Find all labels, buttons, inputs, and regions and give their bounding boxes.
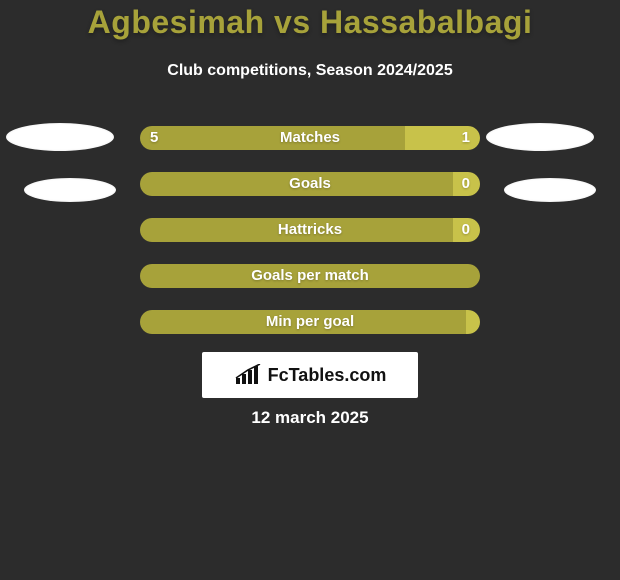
stat-row: Matches51 [140, 126, 480, 150]
stat-row: Goals per match [140, 264, 480, 288]
stat-bar-left [140, 310, 466, 334]
stats-bars: Matches51Goals0Hattricks0Goals per match… [140, 126, 480, 356]
stat-bar-left [140, 264, 480, 288]
right-avatar-ellipse [504, 178, 596, 202]
page-title: Agbesimah vs Hassabalbagi [0, 4, 620, 41]
stat-value-right: 0 [462, 172, 470, 196]
stat-row: Goals0 [140, 172, 480, 196]
stat-value-left: 5 [150, 126, 158, 150]
stat-bar-right [466, 310, 480, 334]
left-avatar-ellipse [24, 178, 116, 202]
stat-row: Min per goal [140, 310, 480, 334]
source-badge: FcTables.com [202, 352, 418, 398]
page-subtitle: Club competitions, Season 2024/2025 [0, 62, 620, 80]
left-avatar-ellipse [6, 123, 114, 151]
source-badge-text: FcTables.com [268, 365, 387, 386]
generated-date: 12 march 2025 [0, 408, 620, 428]
comparison-infographic: Agbesimah vs Hassabalbagi Club competiti… [0, 0, 620, 580]
stat-row: Hattricks0 [140, 218, 480, 242]
stat-bar-left [140, 172, 453, 196]
right-avatar-ellipse [486, 123, 594, 151]
stat-bar-left [140, 126, 405, 150]
stat-value-right: 1 [462, 126, 470, 150]
stat-bar-left [140, 218, 453, 242]
stat-value-right: 0 [462, 218, 470, 242]
bars-icon [234, 364, 262, 386]
